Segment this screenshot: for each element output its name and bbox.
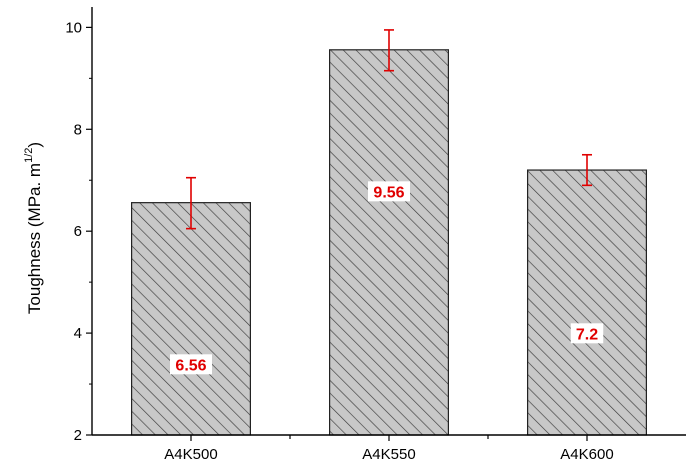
axes-layer: A4K500 A4K550 A4K600 2 4 6 8 10 [65, 7, 686, 463]
value-labels-layer: 6.56 9.56 7.2 [170, 181, 604, 375]
y-tick-label-10: 10 [65, 19, 82, 36]
value-label-a4k600: 7.2 [576, 326, 598, 343]
value-label-a4k550: 9.56 [373, 184, 404, 201]
y-axis-title-text: Toughness (MPa. m [25, 163, 44, 314]
y-axis-title: Toughness (MPa. m1/2) [23, 142, 44, 314]
bar-a4k550 [329, 49, 450, 436]
y-tick-label-6: 6 [74, 223, 82, 240]
y-axis-title-superscript: 1/2 [23, 148, 35, 163]
bar-a4k500 [131, 202, 252, 436]
x-tick-label-a4k600: A4K600 [560, 446, 613, 463]
y-axis-title-suffix: ) [25, 142, 44, 148]
y-tick-label-4: 4 [74, 325, 82, 342]
x-tick-label-a4k550: A4K550 [362, 446, 415, 463]
value-label-a4k500: 6.56 [175, 357, 206, 374]
value-label-bg-a4k500 [170, 354, 212, 375]
value-label-bg-a4k550 [368, 181, 410, 202]
x-tick-label-a4k500: A4K500 [164, 446, 217, 463]
error-bars-layer [186, 29, 592, 230]
bars-layer [131, 49, 647, 436]
y-tick-label-8: 8 [74, 121, 82, 138]
value-label-bg-a4k600 [570, 323, 604, 344]
bar-a4k600 [526, 169, 647, 436]
y-tick-label-2: 2 [74, 427, 82, 444]
